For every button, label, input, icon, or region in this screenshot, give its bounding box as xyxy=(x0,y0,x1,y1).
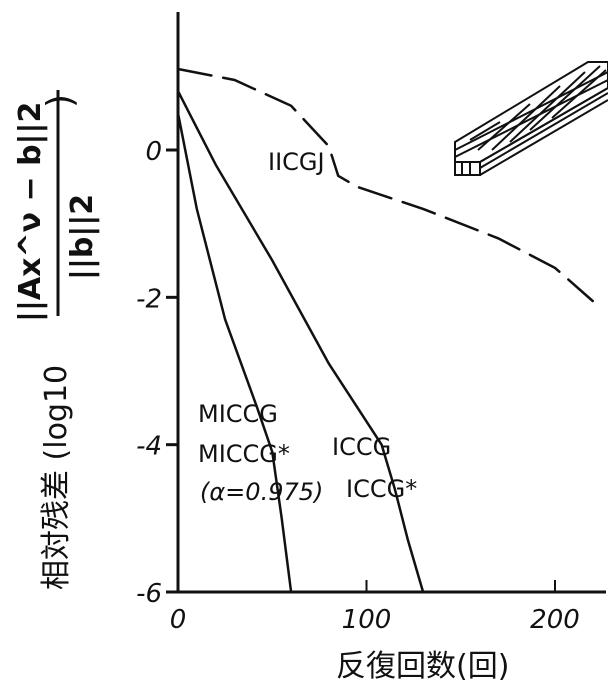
series-label-iccg: ICCG xyxy=(332,433,391,461)
layered-plate-icon xyxy=(454,61,608,176)
x-axis-title: 反復回数(回) xyxy=(336,649,509,684)
y-tick-label: -6 xyxy=(136,579,162,609)
series-label-miccg-star: MICCG* xyxy=(198,440,290,468)
y-tick-label: 0 xyxy=(145,137,162,167)
series-line-1 xyxy=(176,89,425,594)
series-label-iicgj: IICGJ xyxy=(268,148,325,176)
series-layer xyxy=(176,67,594,594)
tick-layer: 0 -2 -4 -6 0 100 200 xyxy=(136,137,580,635)
series-label-alpha: (α=0.975) xyxy=(200,478,323,506)
y-axis-title: 相対残差 (log10 xyxy=(39,365,74,590)
x-tick-label: 200 xyxy=(530,605,580,635)
x-tick-label: 0 xyxy=(170,605,187,635)
series-label-miccg: MICCG xyxy=(198,400,278,428)
series-line-2 xyxy=(176,111,293,594)
series-line-0 xyxy=(176,67,594,303)
y-tick-label: -4 xyxy=(136,432,162,462)
y-axis-denominator: ||b||2 xyxy=(65,194,100,280)
y-axis-numerator: ||Ax^ν − b||2 xyxy=(13,102,48,322)
x-tick-label: 100 xyxy=(342,605,392,635)
series-label-iccg-star: ICCG* xyxy=(346,475,417,503)
y-axis-close-paren: ) xyxy=(40,94,81,108)
y-tick-label: -2 xyxy=(136,284,162,314)
